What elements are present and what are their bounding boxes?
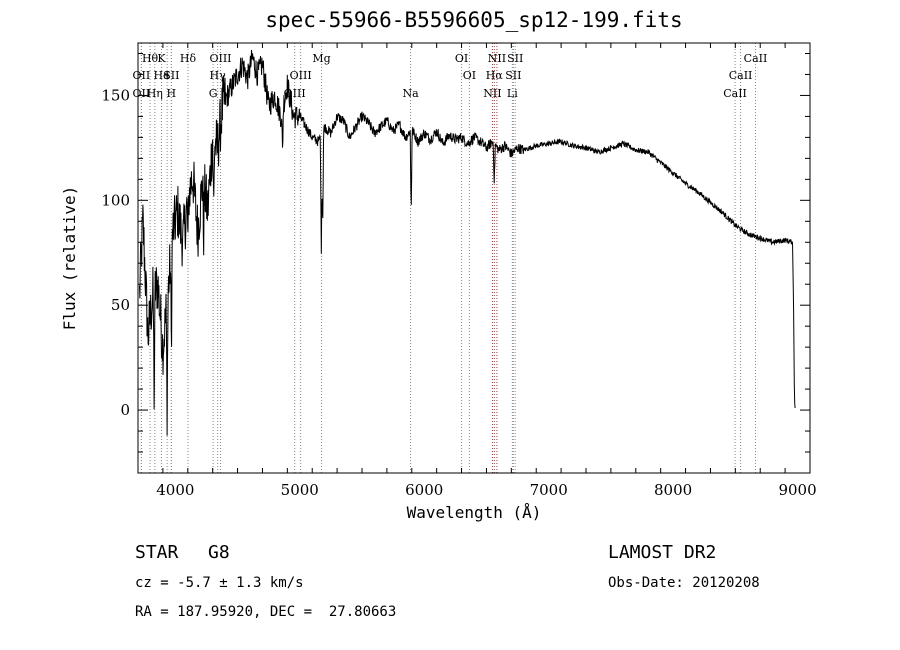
line-marker-label-5: OI <box>455 52 468 65</box>
line-marker-label-11: I <box>165 69 169 82</box>
chart-title: spec-55966-B5596605_sp12-199.fits <box>265 8 683 32</box>
line-marker-label-27: CaII <box>723 87 747 100</box>
y-tick-label: 100 <box>101 191 130 209</box>
x-axis-label: Wavelength (Å) <box>407 503 542 522</box>
line-marker-label-14: OIII <box>290 69 312 82</box>
line-marker-label-23: OIII <box>284 87 306 100</box>
line-marker-label-25: NII <box>483 87 501 100</box>
y-tick-label: 50 <box>111 296 130 314</box>
x-tick-label: 8000 <box>654 481 692 499</box>
y-axis-label: Flux (relative) <box>60 186 79 331</box>
line-marker-label-16: Hα <box>486 69 504 82</box>
plot-frame <box>137 42 811 474</box>
line-marker-label-26: Li <box>507 87 518 100</box>
line-marker-label-22: G <box>209 87 218 100</box>
y-tick-label: 150 <box>101 86 130 104</box>
x-tick-label: 6000 <box>405 481 443 499</box>
line-marker-label-20: Hη <box>147 87 163 100</box>
line-marker-label-1: K <box>157 52 166 65</box>
line-marker-label-8: CaII <box>744 52 768 65</box>
line-marker-label-18: CaII <box>729 69 753 82</box>
line-marker-label-7: SII <box>507 52 523 65</box>
obs-date: Obs-Date: 20120208 <box>608 575 760 591</box>
x-tick-label: 7000 <box>530 481 568 499</box>
line-marker-label-9: OII <box>133 69 151 82</box>
line-marker-label-19: OII <box>133 87 151 100</box>
object-subclass: G8 <box>208 542 230 563</box>
coordinates-text: RA = 187.95920, DEC = 27.80663 <box>135 604 397 620</box>
y-tick-label: 0 <box>120 401 130 419</box>
redshift-text: cz = -5.7 ± 1.3 km/s <box>135 575 304 591</box>
object-class: STAR <box>135 542 179 563</box>
line-marker-label-2: Hδ <box>180 52 197 65</box>
line-marker-label-24: Na <box>402 87 419 100</box>
spectrum-line <box>139 49 796 436</box>
line-marker-label-13: Hγ <box>210 69 227 82</box>
survey-label: LAMOST DR2 <box>608 542 717 563</box>
x-tick-label: 5000 <box>281 481 319 499</box>
x-tick-label: 9000 <box>778 481 816 499</box>
x-tick-label: 4000 <box>156 481 194 499</box>
line-marker-label-4: Mg <box>312 52 330 65</box>
line-marker-label-10: He <box>153 69 169 82</box>
line-marker-label-15: OI <box>463 69 476 82</box>
line-marker-label-3: OIII <box>209 52 231 65</box>
line-marker-label-17: SII <box>505 69 521 82</box>
line-marker-label-0: Hθ <box>142 52 159 65</box>
line-marker-label-6: NII <box>488 52 506 65</box>
line-marker-label-12: SII <box>163 69 179 82</box>
line-marker-label-21: H <box>167 87 177 100</box>
